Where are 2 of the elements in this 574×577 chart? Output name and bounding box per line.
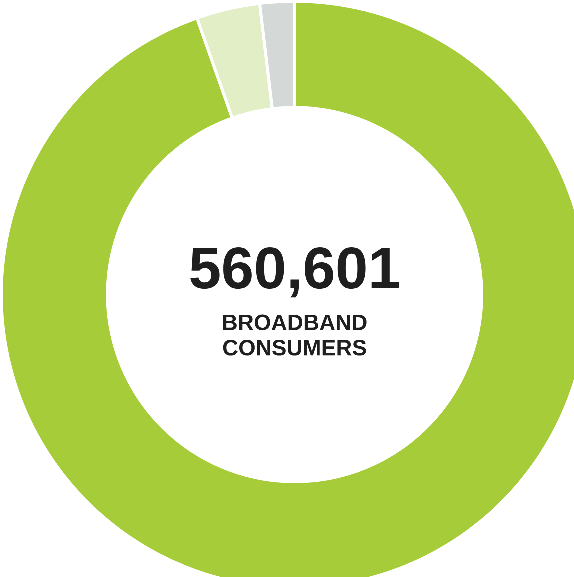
text: BROADBAND CONSUMERS <box>223 314 367 356</box>
text: 560,601 <box>190 248 400 298</box>
